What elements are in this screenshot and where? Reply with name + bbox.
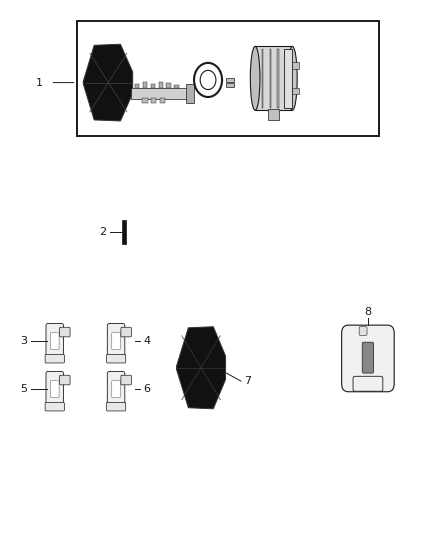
Bar xyxy=(122,220,126,244)
Polygon shape xyxy=(83,44,133,121)
Bar xyxy=(186,84,194,103)
Bar xyxy=(269,49,271,108)
FancyBboxPatch shape xyxy=(50,333,59,350)
FancyBboxPatch shape xyxy=(60,375,70,385)
Text: 7: 7 xyxy=(244,376,251,386)
Bar xyxy=(285,49,293,108)
Text: 4: 4 xyxy=(143,336,150,346)
Circle shape xyxy=(200,70,216,90)
Bar xyxy=(174,85,179,88)
Text: 1: 1 xyxy=(36,78,43,87)
Bar xyxy=(288,88,299,94)
Ellipse shape xyxy=(287,46,297,110)
FancyBboxPatch shape xyxy=(46,324,64,359)
Bar xyxy=(288,62,299,69)
FancyBboxPatch shape xyxy=(359,327,367,335)
Text: 5: 5 xyxy=(21,384,28,394)
FancyBboxPatch shape xyxy=(50,381,59,398)
Bar xyxy=(160,98,165,103)
Bar xyxy=(142,98,148,103)
Bar xyxy=(151,84,155,88)
FancyBboxPatch shape xyxy=(362,342,374,373)
Bar xyxy=(151,98,156,103)
FancyBboxPatch shape xyxy=(353,376,383,391)
Bar xyxy=(131,88,188,99)
Bar xyxy=(77,21,379,136)
FancyBboxPatch shape xyxy=(106,354,126,363)
Text: 3: 3 xyxy=(21,336,28,346)
Text: 6: 6 xyxy=(143,384,150,394)
FancyBboxPatch shape xyxy=(121,375,131,385)
Bar xyxy=(226,78,234,82)
Bar xyxy=(278,49,279,108)
Text: 8: 8 xyxy=(364,307,371,317)
Bar xyxy=(159,82,163,88)
Text: 2: 2 xyxy=(99,227,106,237)
Bar xyxy=(255,46,293,110)
Circle shape xyxy=(194,63,222,97)
Bar xyxy=(268,109,279,120)
FancyBboxPatch shape xyxy=(45,354,64,363)
Bar xyxy=(143,82,147,88)
Bar xyxy=(135,84,139,88)
FancyBboxPatch shape xyxy=(45,402,64,411)
Polygon shape xyxy=(177,327,226,409)
FancyBboxPatch shape xyxy=(46,372,64,407)
Bar xyxy=(166,83,171,88)
FancyBboxPatch shape xyxy=(342,325,394,392)
FancyBboxPatch shape xyxy=(121,327,131,337)
FancyBboxPatch shape xyxy=(107,372,125,407)
FancyBboxPatch shape xyxy=(60,327,70,337)
FancyBboxPatch shape xyxy=(106,402,126,411)
Ellipse shape xyxy=(251,46,260,110)
FancyBboxPatch shape xyxy=(112,381,120,398)
FancyBboxPatch shape xyxy=(107,324,125,359)
FancyBboxPatch shape xyxy=(112,333,120,350)
Bar xyxy=(262,49,264,108)
Bar xyxy=(226,83,234,87)
